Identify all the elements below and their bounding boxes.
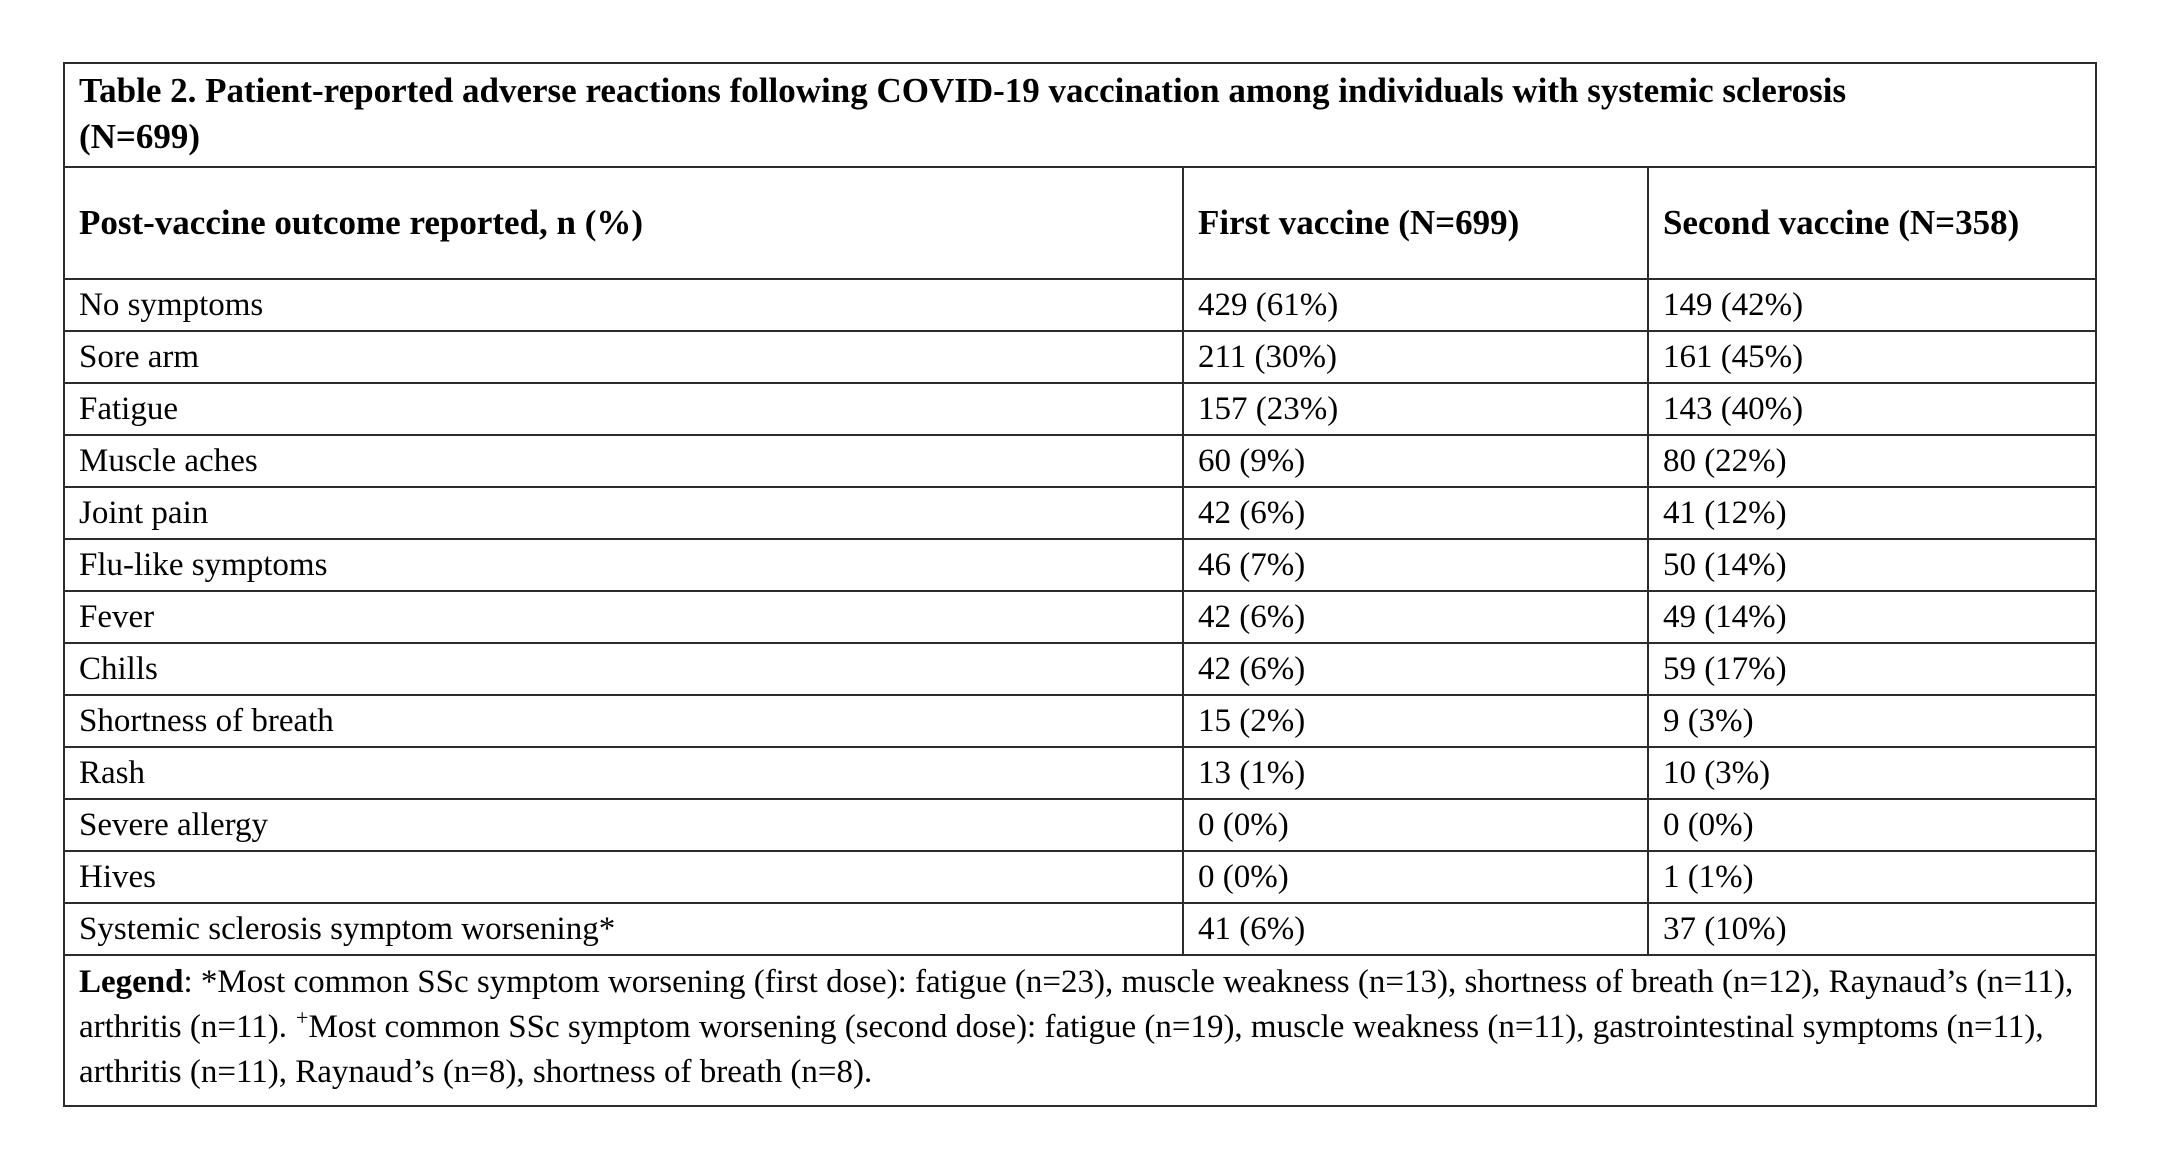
first-vaccine-cell: 60 (9%) (1182, 434, 1649, 488)
legend-plus-marker: + (296, 1005, 309, 1030)
table-row: Chills 42 (6%) 59 (17%) (62, 642, 2098, 696)
table-row: Shortness of breath 15 (2%) 9 (3%) (62, 694, 2098, 748)
table-row: Sore arm 211 (30%) 161 (45%) (62, 330, 2098, 384)
table-row: Fatigue 157 (23%) 143 (40%) (62, 382, 2098, 436)
first-vaccine-cell: 157 (23%) (1182, 382, 1649, 436)
second-vaccine-cell: 50 (14%) (1646, 538, 2098, 592)
outcome-cell: Muscle aches (62, 434, 1185, 488)
column-header-first-vaccine: First vaccine (N=699) (1182, 166, 1649, 280)
table-row: Hives 0 (0%) 1 (1%) (62, 850, 2098, 904)
first-vaccine-cell: 211 (30%) (1182, 330, 1649, 384)
outcome-cell: Flu-like symptoms (62, 538, 1185, 592)
second-vaccine-cell: 149 (42%) (1646, 278, 2098, 332)
column-header-second-vaccine: Second vaccine (N=358) (1646, 166, 2098, 280)
table-title-row: Table 2. Patient-reported adverse reacti… (63, 62, 2097, 168)
outcome-cell: Joint pain (62, 486, 1185, 540)
table-row: Rash 13 (1%) 10 (3%) (62, 746, 2098, 800)
table-row: No symptoms 429 (61%) 149 (42%) (62, 278, 2098, 332)
second-vaccine-cell: 59 (17%) (1646, 642, 2098, 696)
table-row: Muscle aches 60 (9%) 80 (22%) (62, 434, 2098, 488)
second-vaccine-cell: 143 (40%) (1646, 382, 2098, 436)
first-vaccine-cell: 42 (6%) (1182, 642, 1649, 696)
first-vaccine-cell: 41 (6%) (1182, 902, 1649, 956)
table-row: Severe allergy 0 (0%) 0 (0%) (62, 798, 2098, 852)
second-vaccine-cell: 41 (12%) (1646, 486, 2098, 540)
second-vaccine-cell: 37 (10%) (1646, 902, 2098, 956)
table-row: Fever 42 (6%) 49 (14%) (62, 590, 2098, 644)
legend-label: Legend (79, 964, 184, 1000)
table-2-container: Table 2. Patient-reported adverse reacti… (62, 62, 2098, 1107)
outcome-cell: Severe allergy (62, 798, 1185, 852)
second-vaccine-cell: 161 (45%) (1646, 330, 2098, 384)
first-vaccine-cell: 46 (7%) (1182, 538, 1649, 592)
first-vaccine-cell: 13 (1%) (1182, 746, 1649, 800)
column-header-outcome: Post-vaccine outcome reported, n (%) (62, 166, 1185, 280)
legend-cell: Legend: *Most common SSc symptom worseni… (63, 954, 2097, 1107)
table-title-cell: Table 2. Patient-reported adverse reacti… (63, 62, 2097, 168)
first-vaccine-cell: 0 (0%) (1182, 798, 1649, 852)
second-vaccine-cell: 80 (22%) (1646, 434, 2098, 488)
first-vaccine-cell: 15 (2%) (1182, 694, 1649, 748)
outcome-cell: Shortness of breath (62, 694, 1185, 748)
table-header-row: Post-vaccine outcome reported, n (%) Fir… (62, 166, 2098, 280)
first-vaccine-cell: 42 (6%) (1182, 590, 1649, 644)
outcome-cell: Hives (62, 850, 1185, 904)
first-vaccine-cell: 42 (6%) (1182, 486, 1649, 540)
second-vaccine-cell: 9 (3%) (1646, 694, 2098, 748)
second-vaccine-cell: 49 (14%) (1646, 590, 2098, 644)
second-vaccine-cell: 10 (3%) (1646, 746, 2098, 800)
legend-second-dose-note: Most common SSc symptom worsening (secon… (79, 1009, 2044, 1090)
outcome-cell: Fever (62, 590, 1185, 644)
outcome-cell: No symptoms (62, 278, 1185, 332)
second-vaccine-cell: 0 (0%) (1646, 798, 2098, 852)
table-title: Table 2. Patient-reported adverse reacti… (79, 71, 1847, 156)
outcome-cell: Rash (62, 746, 1185, 800)
legend-row: Legend: *Most common SSc symptom worseni… (63, 954, 2097, 1107)
second-vaccine-cell: 1 (1%) (1646, 850, 2098, 904)
table-row: Joint pain 42 (6%) 41 (12%) (62, 486, 2098, 540)
outcome-cell: Sore arm (62, 330, 1185, 384)
legend-first-dose-note: : *Most common SSc symptom worsening (fi… (79, 964, 2074, 1045)
outcome-cell: Systemic sclerosis symptom worsening* (62, 902, 1185, 956)
table-body: No symptoms 429 (61%) 149 (42%) Sore arm 211… (62, 278, 2098, 956)
first-vaccine-cell: 0 (0%) (1182, 850, 1649, 904)
adverse-reactions-table: Table 2. Patient-reported adverse reacti… (62, 62, 2098, 1107)
first-vaccine-cell: 429 (61%) (1182, 278, 1649, 332)
table-row: Systemic sclerosis symptom worsening* 41 … (62, 902, 2098, 956)
outcome-cell: Chills (62, 642, 1185, 696)
table-row: Flu-like symptoms 46 (7%) 50 (14%) (62, 538, 2098, 592)
outcome-cell: Fatigue (62, 382, 1185, 436)
